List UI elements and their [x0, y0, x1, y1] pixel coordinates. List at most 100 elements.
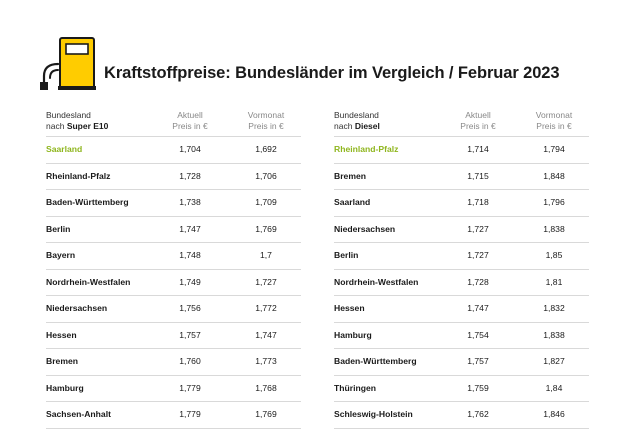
diesel-price-table: Bundesland nach Diesel Aktuell Preis in … — [334, 110, 589, 429]
current-price: 1,738 — [179, 197, 201, 207]
state-name: Niedersachsen — [46, 303, 108, 313]
current-price: 1,756 — [179, 303, 201, 313]
state-name: Nordrhein-Westfalen — [46, 276, 131, 287]
current-price: 1,757 — [179, 329, 201, 340]
current-price: 1,747 — [467, 303, 489, 313]
current-price: 1,757 — [467, 356, 489, 366]
table-row: Schleswig-Holstein 1,762 1,846 — [334, 402, 589, 429]
header-label: Vormonat — [247, 110, 285, 120]
state-name: Sachsen-Anhalt — [46, 409, 111, 419]
table-row: Baden-Württemberg 1,757 1,827 — [334, 349, 589, 376]
previous-price: 1,773 — [255, 356, 277, 366]
current-price: 1,779 — [179, 382, 201, 393]
fuel-type-label: Diesel — [354, 121, 380, 131]
current-price: 1,718 — [467, 197, 489, 207]
current-price: 1,759 — [467, 382, 489, 393]
current-price: 1,704 — [179, 144, 201, 154]
header-prefix: nach — [46, 121, 65, 131]
current-price: 1,754 — [467, 329, 489, 340]
state-name: Bremen — [334, 170, 366, 181]
table-row: Berlin 1,727 1,85 — [334, 243, 589, 270]
header-label: Bundesland — [46, 110, 91, 120]
current-price: 1,762 — [467, 409, 489, 419]
previous-price: 1,838 — [543, 329, 565, 340]
state-name: Hessen — [334, 303, 365, 313]
fuel-pump-icon — [40, 37, 96, 90]
previous-price: 1,706 — [255, 170, 277, 181]
previous-price: 1,769 — [255, 223, 277, 234]
current-price: 1,727 — [467, 250, 489, 260]
previous-price: 1,769 — [255, 409, 277, 419]
table-row: Hessen 1,747 1,832 — [334, 296, 589, 323]
state-name: Hamburg — [46, 382, 84, 393]
table-row: Thüringen 1,759 1,84 — [334, 376, 589, 402]
header-unit: Preis in € — [460, 121, 496, 131]
current-price: 1,715 — [467, 170, 489, 181]
header-label: Bundesland — [334, 110, 379, 120]
previous-price: 1,772 — [255, 303, 277, 313]
state-name: Bayern — [46, 250, 76, 260]
current-price: 1,760 — [179, 356, 201, 366]
table-row: Hamburg 1,779 1,768 — [46, 376, 301, 402]
state-name: Thüringen — [334, 382, 377, 393]
previous-price: 1,84 — [545, 382, 563, 393]
previous-price: 1,747 — [255, 329, 277, 340]
previous-price: 1,848 — [543, 170, 565, 181]
state-name: Baden-Württemberg — [334, 356, 417, 366]
header-prefix: nach — [334, 121, 353, 131]
table-body: Saarland 1,704 1,692 Rheinland-Pfalz 1,728 1… — [46, 136, 301, 429]
previous-price: 1,838 — [543, 223, 565, 234]
previous-price: 1,827 — [543, 356, 565, 366]
column-header-state: Bundesland nach Super E10 — [46, 110, 108, 132]
table-row: Sachsen-Anhalt 1,779 1,769 — [46, 402, 301, 429]
column-header-current: Aktuell Preis in € — [164, 110, 216, 132]
previous-price: 1,846 — [543, 409, 565, 419]
table-row: Bremen 1,760 1,773 — [46, 349, 301, 376]
state-name: Saarland — [334, 197, 371, 207]
table-row: Nordrhein-Westfalen 1,728 1,81 — [334, 270, 589, 296]
table-row: Bayern 1,748 1,7 — [46, 243, 301, 270]
column-header-previous: Vormonat Preis in € — [522, 110, 586, 132]
table-row: Rheinland-Pfalz 1,728 1,706 — [46, 164, 301, 190]
table-row: Hamburg 1,754 1,838 — [334, 323, 589, 349]
header-label: Vormonat — [535, 110, 573, 120]
table-row: Berlin 1,747 1,769 — [46, 217, 301, 243]
table-row: Nordrhein-Westfalen 1,749 1,727 — [46, 270, 301, 296]
header: Kraftstoffpreise: Bundesländer im Vergle… — [38, 34, 598, 90]
table-row: Baden-Württemberg 1,738 1,709 — [46, 190, 301, 217]
state-name: Saarland — [46, 144, 83, 154]
state-name: Berlin — [46, 223, 71, 234]
state-name: Nordrhein-Westfalen — [334, 276, 419, 287]
state-name: Hamburg — [334, 329, 372, 340]
current-price: 1,747 — [179, 223, 201, 234]
previous-price: 1,727 — [255, 276, 277, 287]
table-body: Rheinland-Pfalz 1,714 1,794 Bremen 1,715 1,8… — [334, 136, 589, 429]
state-name: Hessen — [46, 329, 77, 340]
column-header-state: Bundesland nach Diesel — [334, 110, 380, 132]
header-unit: Preis in € — [248, 121, 284, 131]
table-row: Saarland 1,718 1,796 — [334, 190, 589, 217]
table-row: Hessen 1,757 1,747 — [46, 323, 301, 349]
table-row: Niedersachsen 1,756 1,772 — [46, 296, 301, 323]
table-row: Rheinland-Pfalz 1,714 1,794 — [334, 137, 589, 164]
state-name: Bremen — [46, 356, 78, 366]
state-name: Schleswig-Holstein — [334, 409, 413, 419]
current-price: 1,779 — [179, 409, 201, 419]
column-header-current: Aktuell Preis in € — [452, 110, 504, 132]
state-name: Rheinland-Pfalz — [334, 144, 399, 154]
previous-price: 1,85 — [545, 250, 563, 260]
current-price: 1,749 — [179, 276, 201, 287]
e10-price-table: Bundesland nach Super E10 Aktuell Preis … — [46, 110, 301, 429]
header-label: Aktuell — [465, 110, 491, 120]
state-name: Berlin — [334, 250, 359, 260]
header-label: Aktuell — [177, 110, 203, 120]
fuel-type-label: Super E10 — [66, 121, 109, 131]
state-name: Niedersachsen — [334, 223, 396, 234]
current-price: 1,714 — [467, 144, 489, 154]
previous-price: 1,81 — [545, 276, 563, 287]
table-row: Bremen 1,715 1,848 — [334, 164, 589, 190]
state-name: Rheinland-Pfalz — [46, 170, 111, 181]
page-title: Kraftstoffpreise: Bundesländer im Vergle… — [104, 64, 560, 82]
column-header-previous: Vormonat Preis in € — [234, 110, 298, 132]
table-row: Niedersachsen 1,727 1,838 — [334, 217, 589, 243]
